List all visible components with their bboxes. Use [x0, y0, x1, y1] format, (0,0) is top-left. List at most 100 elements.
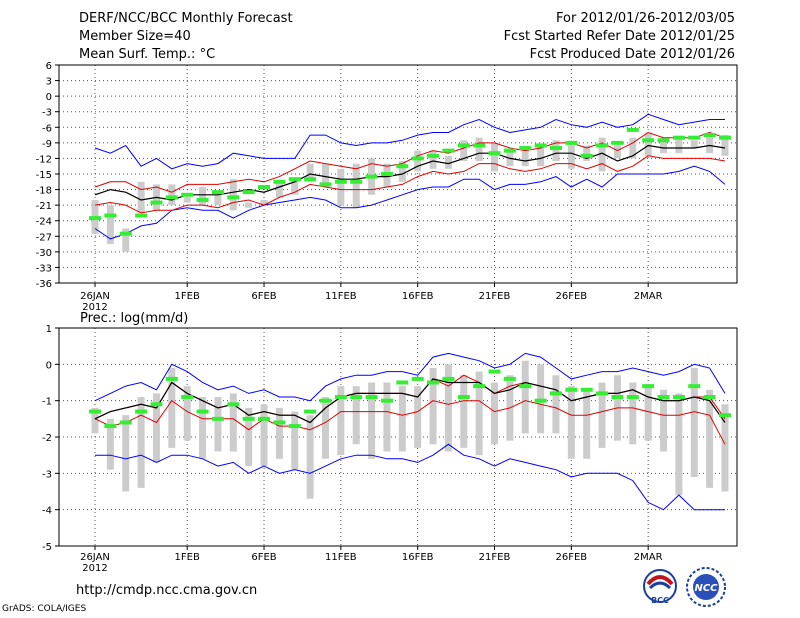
temp-ytick-label: 6: [46, 61, 52, 72]
prec-spread-box: [321, 397, 329, 459]
prec-observed-marker: [150, 402, 163, 407]
prec-observed-marker: [688, 384, 701, 389]
temp-observed-marker: [135, 213, 148, 218]
prec-spread-box: [721, 404, 729, 492]
prec-observed-marker: [380, 398, 393, 403]
temp-spread-box: [122, 228, 130, 252]
prec-observed-marker: [626, 395, 639, 400]
prec-spread-box: [229, 393, 237, 452]
prec-panel-title: Prec.: log(mm/d): [80, 311, 188, 326]
temp-spread-box: [552, 140, 560, 162]
temp-xtick-label: 16FEB: [402, 291, 434, 302]
temp-ytick-label: -24: [36, 217, 52, 228]
prec-spread-box: [91, 407, 99, 434]
prec-spread-box: [444, 364, 452, 452]
prec-observed-marker: [365, 395, 378, 400]
temp-spread-box: [721, 135, 729, 156]
temp-ytick-label: 0: [46, 92, 52, 103]
temp-observed-marker: [104, 213, 117, 218]
temp-envelope-min-line: [94, 165, 726, 240]
prec-observed-marker: [565, 387, 578, 392]
temp-ytick-label: -6: [42, 123, 52, 134]
prec-spread-box: [383, 382, 391, 452]
prec-ytick-label: 0: [46, 360, 52, 371]
temp-observed-marker: [580, 153, 593, 158]
prec-ytick-label: -3: [42, 469, 52, 480]
prec-observed-marker: [580, 387, 593, 392]
prec-observed-marker: [427, 380, 440, 385]
prec-ytick-label: 1: [46, 324, 52, 335]
header-left-line-2: Member Size=40: [79, 29, 191, 44]
temp-spread-box: [706, 132, 714, 154]
prec-observed-marker: [611, 395, 624, 400]
prec-observed-marker: [442, 376, 455, 381]
temp-upper-line: [94, 131, 726, 193]
temp-spread-box: [675, 137, 683, 154]
temp-spread-box: [183, 197, 191, 203]
prec-observed-marker: [89, 409, 101, 414]
temp-spread-box: [306, 163, 314, 182]
prec-spread-box: [629, 382, 637, 445]
prec-spread-box: [352, 386, 360, 445]
prec-spread-box: [137, 397, 145, 488]
prec-spread-box: [521, 360, 529, 434]
temp-xtick-label: 11FEB: [325, 291, 357, 302]
prec-observed-marker: [273, 420, 286, 425]
temp-spread-box: [214, 194, 222, 206]
temp-spread-box: [291, 179, 299, 195]
prec-envelope-max-line: [94, 352, 726, 402]
prec-ytick-label: -1: [42, 397, 52, 408]
temp-xtick-label: 21FEB: [479, 291, 511, 302]
prec-spread-box: [660, 389, 668, 452]
temp-observed-marker: [457, 143, 470, 148]
prec-observed-marker: [473, 384, 486, 389]
prec-spread-box: [122, 415, 130, 492]
prec-observed-marker: [411, 376, 424, 381]
prec-xtick-label: 2MAR: [634, 552, 663, 563]
temp-observed-marker: [672, 135, 685, 140]
temp-spread-box: [337, 168, 345, 206]
temp-panel: 6 3 0 -3 -6 -9 -12 -15 -18 -21 -24 -27 -30 -33 -36 26JA…: [36, 61, 738, 313]
temp-ytick-label: -33: [36, 263, 52, 274]
temp-observed-marker: [350, 179, 363, 184]
prec-spread-box: [168, 367, 176, 448]
prec-observed-marker: [242, 416, 255, 421]
prec-ytick-label: -5: [42, 542, 52, 553]
prec-observed-marker: [165, 376, 178, 381]
header-left-line-1: DERF/NCC/BCC Monthly Forecast: [79, 11, 293, 26]
prec-observed-marker: [181, 395, 194, 400]
prec-xtick-label: 16FEB: [402, 552, 434, 563]
prec-observed-marker: [657, 395, 670, 400]
temp-spread-box: [598, 137, 606, 172]
prec-spread-box: [199, 397, 207, 459]
prec-spread-box: [706, 389, 714, 488]
header-right-line-2: Fcst Started Refer Date 2012/01/25: [503, 29, 735, 44]
temp-observed-marker: [227, 195, 240, 200]
prec-spread-box: [429, 367, 437, 445]
svg-text:BCC: BCC: [651, 596, 669, 605]
temp-envelope-max-line: [94, 113, 725, 170]
temp-spread-box: [260, 199, 268, 206]
prec-observed-marker: [119, 420, 132, 425]
temp-spread-box: [660, 137, 668, 154]
temp-observed-marker: [503, 148, 516, 153]
temp-ytick-label: 3: [46, 77, 52, 88]
temp-observed-marker: [288, 177, 301, 182]
temp-observed-marker: [626, 127, 639, 132]
temp-observed-marker: [89, 216, 101, 221]
prec-observed-marker: [258, 416, 271, 421]
prec-spread-box: [675, 393, 683, 496]
prec-lower-line: [94, 400, 726, 445]
temp-observed-marker: [150, 200, 163, 205]
temp-spread-box: [168, 184, 176, 206]
temp-spread-box: [275, 181, 283, 198]
prec-spread-box: [306, 415, 314, 499]
prec-observed-marker: [719, 413, 731, 418]
prec-envelope-min-line: [95, 443, 725, 511]
temp-observed-marker: [611, 140, 624, 145]
temp-observed-marker: [565, 140, 578, 145]
temp-observed-marker: [549, 146, 562, 151]
ncc-logo: NCC: [686, 567, 726, 607]
prec-observed-marker: [703, 395, 716, 400]
